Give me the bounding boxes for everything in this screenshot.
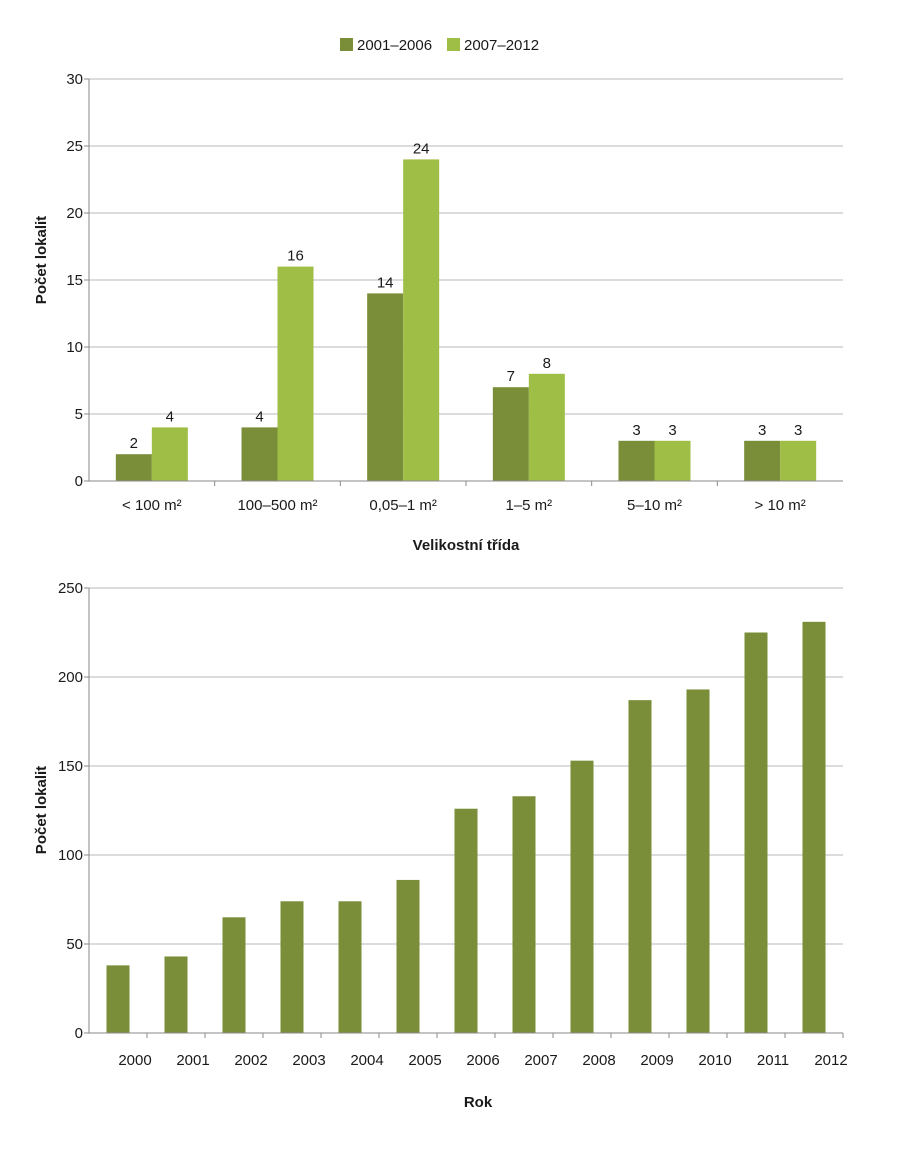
y-tick-label: 50 bbox=[66, 936, 83, 953]
x-tick-label: 2008 bbox=[582, 1052, 615, 1069]
bar-2 bbox=[151, 427, 188, 481]
y-tick-label: 20 bbox=[66, 205, 83, 222]
bar bbox=[222, 917, 246, 1033]
bar-2 bbox=[654, 440, 691, 481]
bar bbox=[106, 965, 130, 1033]
legend-swatch-series-2 bbox=[447, 38, 460, 51]
y-tick-label: 30 bbox=[66, 71, 83, 88]
bar bbox=[570, 760, 594, 1033]
x-tick-label: 2002 bbox=[234, 1052, 267, 1069]
legend: 2001–2006 2007–2012 bbox=[340, 37, 539, 54]
bar-1 bbox=[744, 440, 781, 481]
x-tick-label: 2004 bbox=[350, 1052, 383, 1069]
bar bbox=[396, 879, 420, 1033]
data-label: 3 bbox=[632, 422, 640, 439]
bar bbox=[280, 901, 304, 1033]
data-label: 4 bbox=[166, 408, 174, 425]
bar-1 bbox=[241, 427, 278, 481]
y-tick-label: 100 bbox=[58, 847, 83, 864]
x-tick-label: 2010 bbox=[698, 1052, 731, 1069]
x-tick-label: 2003 bbox=[292, 1052, 325, 1069]
y-tick-label: 25 bbox=[66, 138, 83, 155]
x-tick-label: 2011 bbox=[757, 1052, 789, 1069]
x-tick-label: 2006 bbox=[466, 1052, 499, 1069]
y-tick-label: 200 bbox=[58, 669, 83, 686]
bar-1 bbox=[367, 293, 404, 481]
data-label: 14 bbox=[377, 274, 394, 291]
bar-1 bbox=[115, 454, 152, 481]
x-tick-label: 2009 bbox=[640, 1052, 673, 1069]
x-tick-label: 2001 bbox=[176, 1052, 209, 1069]
bar bbox=[744, 632, 768, 1033]
data-label: 24 bbox=[413, 140, 430, 157]
bar-1 bbox=[618, 440, 655, 481]
x-tick-label: 1–5 m² bbox=[505, 497, 552, 514]
bar-1 bbox=[492, 387, 529, 481]
x-tick-label: 2000 bbox=[118, 1052, 151, 1069]
x-tick-label: 2012 bbox=[814, 1052, 847, 1069]
x-tick-label: 2007 bbox=[524, 1052, 557, 1069]
data-label: 4 bbox=[255, 408, 263, 425]
bar bbox=[512, 796, 536, 1033]
x-axis-title: Rok bbox=[464, 1094, 493, 1111]
y-tick-label: 10 bbox=[66, 339, 83, 356]
y-tick-label: 250 bbox=[58, 580, 83, 597]
y-tick-label: 0 bbox=[75, 1025, 83, 1042]
data-label: 3 bbox=[794, 422, 802, 439]
y-tick-label: 5 bbox=[75, 406, 83, 423]
bar bbox=[686, 689, 710, 1033]
data-label: 8 bbox=[543, 355, 551, 372]
data-label: 3 bbox=[668, 422, 676, 439]
bar bbox=[802, 621, 826, 1033]
legend-label-series-1: 2001–2006 bbox=[357, 37, 432, 54]
bar-2 bbox=[528, 373, 565, 481]
x-tick-label: < 100 m² bbox=[122, 497, 182, 514]
x-tick-label: 2005 bbox=[408, 1052, 441, 1069]
y-tick-label: 15 bbox=[66, 272, 83, 289]
legend-label-series-2: 2007–2012 bbox=[464, 37, 539, 54]
y-tick-label: 150 bbox=[58, 758, 83, 775]
bar bbox=[164, 956, 188, 1033]
data-label: 16 bbox=[287, 248, 304, 265]
data-label: 7 bbox=[507, 368, 515, 385]
y-axis-title: Počet lokalit bbox=[33, 766, 50, 854]
x-axis-title: Velikostní třída bbox=[413, 537, 520, 554]
x-tick-label: 5–10 m² bbox=[627, 497, 682, 514]
data-label: 2 bbox=[130, 435, 138, 452]
x-tick-label: 0,05–1 m² bbox=[369, 497, 437, 514]
y-tick-label: 0 bbox=[75, 473, 83, 490]
bar bbox=[338, 901, 362, 1033]
bar-2 bbox=[780, 440, 817, 481]
bar-2 bbox=[403, 159, 440, 481]
x-tick-label: > 10 m² bbox=[755, 497, 806, 514]
legend-swatch-series-1 bbox=[340, 38, 353, 51]
bar-2 bbox=[277, 266, 314, 481]
data-label: 3 bbox=[758, 422, 766, 439]
x-tick-label: 100–500 m² bbox=[237, 497, 317, 514]
bar bbox=[454, 808, 478, 1033]
y-axis-title: Počet lokalit bbox=[33, 216, 50, 304]
bar bbox=[628, 700, 652, 1033]
